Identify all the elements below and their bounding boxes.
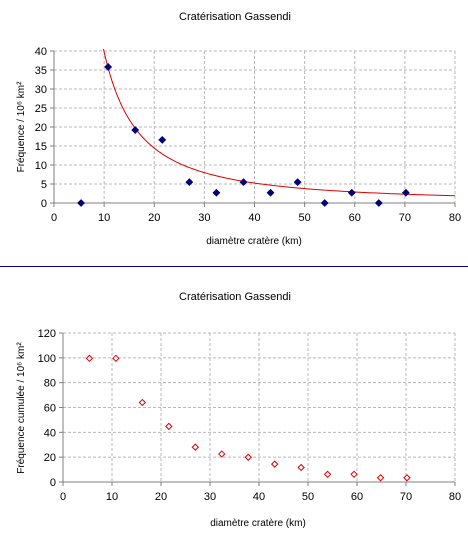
data-point xyxy=(401,188,410,197)
y-tick-label: 40 xyxy=(44,427,56,439)
data-point xyxy=(374,199,383,207)
axes xyxy=(50,50,456,207)
data-point xyxy=(112,354,120,363)
data-point xyxy=(347,188,356,197)
y-axis-label: Fréquence / 10⁶ km² xyxy=(16,81,27,172)
x-tick-labels: 0 10 20 30 40 50 60 70 80 xyxy=(60,491,461,503)
x-tick-label: 80 xyxy=(449,491,461,503)
data-point xyxy=(212,188,221,197)
y-tick-label: 20 xyxy=(35,122,47,134)
data-point xyxy=(403,474,411,482)
y-tick-label: 10 xyxy=(35,160,47,172)
data-point xyxy=(350,470,358,479)
chart-cumulative-frequency: Cratérisation Gassendi 0 10 20 30 40 50 60 70 80… xyxy=(16,291,461,529)
x-tick-label: 40 xyxy=(253,491,265,503)
power-trendline xyxy=(102,49,456,197)
y-tick-label: 15 xyxy=(35,141,47,153)
x-tick-label: 30 xyxy=(198,212,210,224)
x-tick-label: 70 xyxy=(399,212,411,224)
y-tick-label: 60 xyxy=(44,403,56,415)
axes xyxy=(59,332,456,486)
y-tick-label: 30 xyxy=(35,84,47,96)
gridlines xyxy=(63,332,456,482)
data-point xyxy=(158,136,167,144)
y-tick-label: 120 xyxy=(38,328,56,340)
y-tick-labels: 0 5 10 15 20 25 30 35 40 xyxy=(35,46,47,210)
data-point xyxy=(244,453,252,461)
data-point xyxy=(293,178,302,187)
y-tick-label: 0 xyxy=(41,198,47,210)
x-tick-label: 10 xyxy=(106,491,118,503)
data-point xyxy=(77,199,85,207)
x-tick-labels: 0 10 20 30 40 50 60 70 80 xyxy=(51,212,461,224)
x-axis-label: diamètre cratère (km) xyxy=(210,518,306,529)
data-point xyxy=(191,443,200,451)
x-tick-label: 40 xyxy=(248,212,260,224)
data-point xyxy=(185,178,194,187)
y-tick-label: 35 xyxy=(35,65,47,77)
x-tick-label: 80 xyxy=(449,212,461,224)
y-tick-label: 25 xyxy=(35,103,47,115)
x-tick-label: 20 xyxy=(148,212,160,224)
x-tick-label: 30 xyxy=(204,491,216,503)
x-axis-label: diamètre cratère (km) xyxy=(206,236,302,247)
x-tick-label: 50 xyxy=(299,212,311,224)
chart-frequency: Cratérisation Gassendi 0 10 20 30 40 50 60 70 80… xyxy=(16,11,461,247)
x-tick-label: 50 xyxy=(302,491,314,503)
data-point xyxy=(376,474,385,482)
y-axis-label: Fréquence cumulée / 10⁶ km² xyxy=(16,342,27,474)
data-point xyxy=(131,126,140,134)
data-point xyxy=(297,463,305,472)
gridlines xyxy=(54,50,456,203)
data-point xyxy=(320,199,329,207)
x-tick-label: 10 xyxy=(98,212,110,224)
data-points xyxy=(85,354,411,482)
data-point xyxy=(104,63,113,71)
y-tick-label: 20 xyxy=(44,452,56,464)
x-tick-label: 70 xyxy=(400,491,412,503)
chart-title: Cratérisation Gassendi xyxy=(179,11,291,23)
y-tick-label: 0 xyxy=(50,477,56,489)
y-tick-label: 5 xyxy=(41,179,47,191)
y-tick-label: 100 xyxy=(38,353,56,365)
x-tick-label: 60 xyxy=(349,212,361,224)
x-tick-label: 0 xyxy=(51,212,57,224)
data-point xyxy=(239,178,248,187)
x-tick-label: 20 xyxy=(155,491,167,503)
x-tick-label: 0 xyxy=(60,491,66,503)
data-point xyxy=(165,422,173,431)
chart-title: Cratérisation Gassendi xyxy=(179,291,291,303)
y-tick-label: 80 xyxy=(44,378,56,390)
data-points xyxy=(77,63,410,207)
data-point xyxy=(138,398,147,407)
data-point xyxy=(266,188,275,197)
x-tick-label: 60 xyxy=(351,491,363,503)
y-tick-labels: 0 20 40 60 80 100 120 xyxy=(38,328,56,489)
data-point xyxy=(270,460,279,468)
data-point xyxy=(218,450,226,458)
data-point xyxy=(85,354,94,363)
y-tick-label: 40 xyxy=(35,46,47,58)
data-point xyxy=(323,470,332,479)
